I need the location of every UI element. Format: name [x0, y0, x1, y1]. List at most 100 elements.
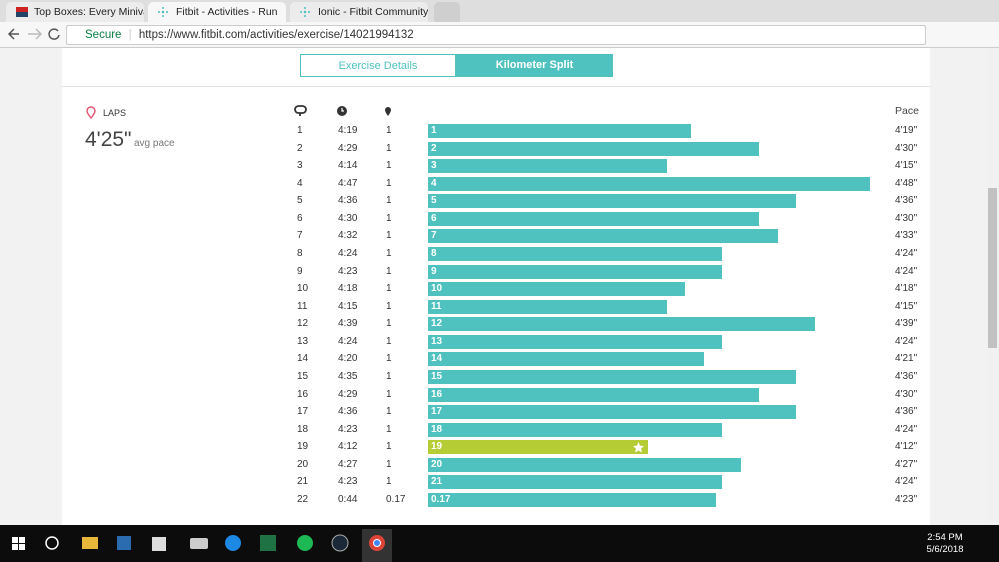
taskbar: 2:54 PM 5/6/2018: [0, 525, 999, 562]
bar-label: 17: [431, 406, 443, 418]
time: 4:27: [338, 458, 358, 470]
address-bar: Secure | https://www.fitbit.com/activiti…: [0, 22, 999, 48]
bar: 2: [428, 141, 760, 156]
bar: 13: [428, 334, 723, 349]
lap: 4: [297, 177, 303, 189]
time: 4:47: [338, 177, 358, 189]
time: 4:23: [338, 423, 358, 435]
lap: 14: [297, 353, 309, 365]
lap: 11: [297, 300, 308, 312]
bar-label: 3: [431, 160, 437, 172]
bar-label: 14: [431, 353, 443, 365]
secure: Secure: [85, 29, 122, 41]
pace: 4'24": [895, 265, 918, 277]
bar: 7: [428, 229, 778, 244]
bar: 0.17: [428, 492, 717, 507]
bar: 4: [428, 176, 871, 191]
scrollbar[interactable]: [986, 48, 999, 525]
pace: 4'24": [895, 335, 918, 347]
time: 4:12: [338, 441, 358, 453]
time: 4:15: [338, 300, 358, 312]
time: 4:23: [338, 476, 358, 488]
lap: 5: [297, 195, 303, 207]
lap: 1: [297, 125, 303, 136]
bar: 10: [428, 282, 686, 297]
pace: 4'24": [895, 423, 918, 435]
distance: 1: [386, 247, 392, 259]
distance: 1: [386, 458, 392, 470]
tab-button[interactable]: Exercise Details: [300, 54, 456, 77]
bar: 5: [428, 194, 797, 209]
distance: 1: [386, 283, 392, 295]
tab[interactable]: Ionic - Fitbit Community: [290, 2, 428, 22]
tab[interactable]: Fitbit - Activities - Run: [148, 2, 286, 22]
bar: 3: [428, 159, 667, 174]
distance: 1: [386, 441, 392, 453]
pace: 4'30": [895, 142, 918, 154]
bar-label: 7: [431, 230, 437, 242]
bar-label: 11: [431, 300, 442, 312]
distance: 1: [386, 388, 392, 400]
distance: 1: [386, 335, 392, 347]
pace: 4'19": [895, 125, 918, 136]
tab[interactable]: Top Boxes: Every Minivan: [6, 2, 144, 22]
pace: 4'23": [895, 493, 918, 505]
bar-label: 16: [431, 388, 443, 400]
bar: 14: [428, 352, 704, 367]
pace: 4'36": [895, 370, 918, 382]
time: 4:14: [338, 160, 358, 172]
bar-label: 6: [431, 212, 437, 224]
lap: 16: [297, 388, 309, 400]
distance: 1: [386, 230, 392, 242]
distance: 1: [386, 370, 392, 382]
bar-label: 15: [431, 370, 443, 382]
pace: 4'36": [895, 406, 918, 418]
url: https://www.fitbit.com/activities/exerci…: [138, 29, 414, 41]
distance: 0.17: [386, 493, 406, 505]
pace: 4'15": [895, 300, 918, 312]
pace: 4'18": [895, 283, 918, 295]
time: 4:18: [338, 283, 358, 295]
distance: 1: [386, 300, 392, 312]
distance: 1: [386, 160, 392, 172]
time: 4:29: [338, 142, 358, 154]
distance: 1: [386, 212, 392, 224]
distance: 1: [386, 318, 392, 330]
distance: 1: [386, 476, 392, 488]
distance: 1: [386, 423, 392, 435]
pace: 4'27": [895, 458, 918, 470]
bar: 6: [428, 211, 760, 226]
bar-label: 4: [431, 177, 437, 189]
taskbar-icons[interactable]: [0, 525, 400, 562]
bar: 21: [428, 475, 723, 490]
pace: 4'21": [895, 353, 918, 365]
time: 4:35: [338, 370, 358, 382]
distance: 1: [386, 353, 392, 365]
bar: 16: [428, 387, 760, 402]
pace: 4'24": [895, 247, 918, 259]
avg-pace-label: avg pace: [134, 138, 175, 149]
pace: 4'48": [895, 177, 918, 189]
bar-label: 13: [431, 335, 443, 347]
url-field[interactable]: Secure | https://www.fitbit.com/activiti…: [66, 25, 926, 45]
pace: 4'36": [895, 195, 918, 207]
lap: 7: [297, 230, 303, 242]
new-tab[interactable]: [434, 2, 460, 22]
distance: 1: [386, 406, 392, 418]
lap: 10: [297, 283, 309, 295]
bar-label: 0.17: [431, 493, 451, 505]
bar-label: 5: [431, 195, 437, 207]
lap: 3: [297, 160, 303, 172]
bar: 17: [428, 405, 797, 420]
bar-label: 9: [431, 265, 437, 277]
tab-button[interactable]: Kilometer Split: [456, 54, 613, 77]
bar-label: 10: [431, 283, 443, 295]
time: 4:36: [338, 406, 358, 418]
bar: 20: [428, 457, 741, 472]
column-icons: [294, 105, 391, 116]
bar: 9: [428, 264, 723, 279]
lap: 21: [297, 476, 309, 488]
nav-buttons[interactable]: [6, 27, 62, 41]
bar-label: 19: [431, 441, 443, 453]
